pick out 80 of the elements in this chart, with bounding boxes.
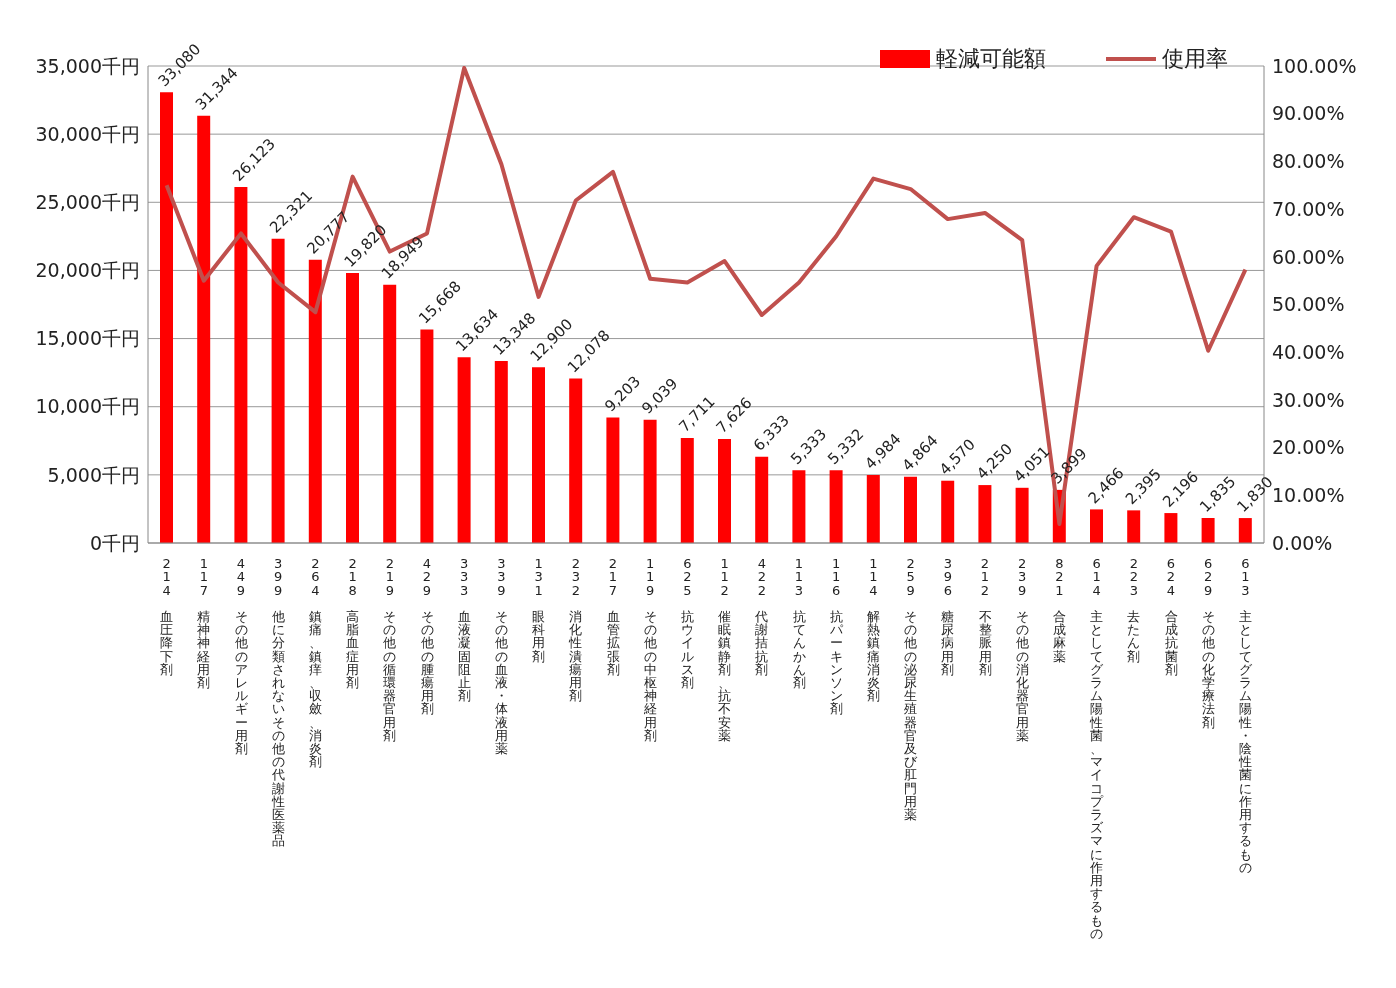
bar (680, 437, 694, 543)
category-label: 339 その他の血液・体液用薬 (494, 556, 508, 756)
bar (1090, 509, 1103, 543)
x-tick-label: 223 去たん剤 (1127, 556, 1141, 664)
bar (271, 238, 285, 543)
bar (606, 417, 620, 543)
bar (718, 439, 731, 543)
y-tick-label: 15,000千円 (35, 327, 140, 350)
y2-tick-label: 40.00% (1272, 340, 1345, 363)
bar (1015, 487, 1029, 543)
y2-tick-label: 100.00% (1272, 54, 1357, 77)
category-label: 113 抗てんかん剤 (792, 556, 806, 690)
legend-label: 軽減可能額 (936, 45, 1046, 73)
bar (904, 476, 917, 543)
category-label: 218 高脂血症用剤 (346, 556, 360, 690)
x-tick-label: 214 血圧降下剤 (160, 556, 174, 677)
category-label: 116 抗パーキンソン剤 (829, 556, 843, 717)
y-tick-label: 30,000千円 (35, 122, 140, 145)
bar (1127, 510, 1141, 543)
category-label: 629 その他の化学療法剤 (1201, 556, 1215, 730)
bar (978, 485, 992, 543)
category-label: 449 その他のアレルギー用剤 (234, 556, 248, 756)
category-label: 112 催眠鎮静剤、抗不安薬 (718, 556, 732, 743)
x-tick-label: 212 不整脈用剤 (978, 556, 992, 677)
category-label: 117 精神神経用剤 (197, 556, 211, 690)
y2-tick-label: 80.00% (1272, 150, 1345, 173)
bar (1201, 517, 1215, 543)
bar (457, 357, 471, 543)
y-tick-label: 20,000千円 (35, 259, 140, 282)
category-label: 259 その他の泌尿生殖器官及び肛門用薬 (904, 556, 918, 822)
bar (755, 456, 769, 543)
category-label: 219 その他の循環器官用剤 (383, 556, 397, 743)
x-tick-label: 624 合成抗菌剤 (1164, 556, 1178, 677)
x-tick-label: 131 眼科用剤 (532, 556, 546, 664)
y2-tick-label: 90.00% (1272, 102, 1345, 125)
bar (234, 186, 248, 543)
bar (308, 259, 322, 543)
bar (1238, 518, 1252, 543)
bar (532, 367, 545, 543)
bar (829, 470, 843, 543)
category-label: 333 血液凝固阻止剤 (457, 556, 471, 704)
category-label: 239 その他の消化器官用薬 (1015, 556, 1029, 743)
category-label: 614 主としてグラム陽性菌、マイコプラズマに作用するもの (1090, 556, 1104, 941)
bar (792, 470, 806, 543)
y2-tick-label: 30.00% (1272, 388, 1345, 411)
category-label: 119 その他の中枢神経用剤 (643, 556, 657, 743)
y2-tick-label: 70.00% (1272, 197, 1345, 220)
legend-label: 使用率 (1162, 45, 1228, 73)
y-tick-label: 25,000千円 (35, 191, 140, 214)
category-label: 429 その他の腫瘍用剤 (420, 556, 434, 717)
y2-tick-label: 50.00% (1272, 293, 1345, 316)
bar (1164, 513, 1178, 543)
bar (160, 92, 173, 543)
bar (346, 272, 359, 543)
category-label: 232 消化性潰瘍用剤 (569, 556, 583, 704)
bar (420, 329, 434, 543)
category-label: 264 鎮痛、鎮痒、収斂、消炎剤 (308, 556, 322, 770)
y2-tick-label: 10.00% (1272, 484, 1345, 507)
y2-tick-label: 60.00% (1272, 245, 1345, 268)
y2-tick-label: 20.00% (1272, 436, 1345, 459)
y-tick-label: 0千円 (89, 531, 140, 554)
x-tick-label: 422 代謝拮抗剤 (754, 556, 769, 677)
bar (197, 115, 211, 543)
category-label: 613 主としてグラム陽性・陰性菌に作用するもの (1238, 556, 1252, 875)
y2-tick-label: 0.00% (1272, 531, 1333, 554)
x-tick-label: 396 糖尿病用剤 (941, 556, 955, 677)
y-tick-label: 10,000千円 (35, 395, 140, 418)
category-label: 114 解熱鎮痛消炎剤 (866, 556, 880, 704)
bar (643, 419, 657, 543)
bar (494, 361, 508, 543)
bar (941, 480, 955, 543)
category-label: 625 抗ウイルス剤 (680, 556, 694, 690)
category-label: 399 他に分類されないその他の代謝性医薬品 (271, 556, 285, 849)
x-tick-label: 217 血管拡張剤 (606, 556, 620, 677)
bar (866, 475, 880, 543)
bar (383, 284, 397, 543)
y-tick-label: 5,000千円 (47, 463, 140, 486)
x-tick-label: 821 合成麻薬 (1052, 556, 1066, 664)
bar (569, 378, 583, 543)
y-tick-label: 35,000千円 (35, 54, 140, 77)
